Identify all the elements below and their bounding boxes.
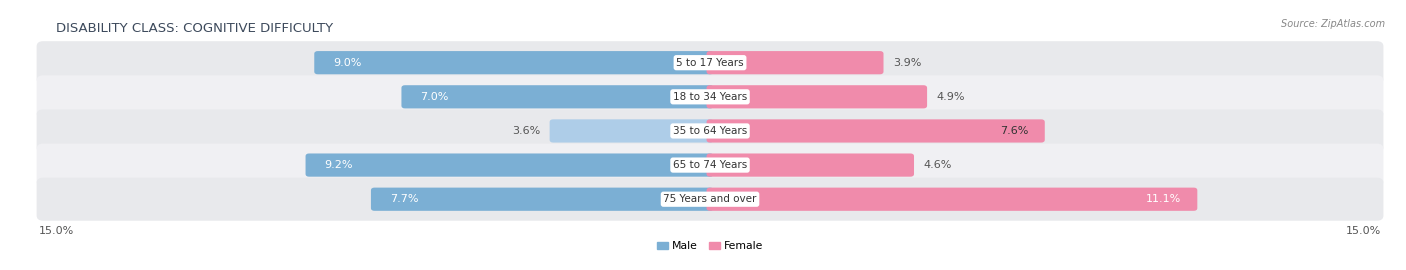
FancyBboxPatch shape	[37, 109, 1384, 153]
FancyBboxPatch shape	[550, 119, 713, 143]
Text: 4.6%: 4.6%	[924, 160, 952, 170]
FancyBboxPatch shape	[707, 85, 927, 109]
FancyBboxPatch shape	[707, 51, 883, 74]
Text: 9.2%: 9.2%	[325, 160, 353, 170]
Text: Source: ZipAtlas.com: Source: ZipAtlas.com	[1281, 19, 1385, 29]
Text: 11.1%: 11.1%	[1146, 194, 1181, 204]
Text: 7.0%: 7.0%	[420, 92, 449, 102]
Legend: Male, Female: Male, Female	[652, 237, 768, 256]
FancyBboxPatch shape	[371, 188, 713, 211]
FancyBboxPatch shape	[707, 188, 1198, 211]
Text: 18 to 34 Years: 18 to 34 Years	[673, 92, 747, 102]
FancyBboxPatch shape	[37, 144, 1384, 187]
FancyBboxPatch shape	[37, 178, 1384, 221]
Text: 3.6%: 3.6%	[512, 126, 540, 136]
FancyBboxPatch shape	[37, 75, 1384, 118]
Text: 9.0%: 9.0%	[333, 58, 361, 68]
FancyBboxPatch shape	[707, 119, 1045, 143]
Text: 4.9%: 4.9%	[936, 92, 965, 102]
Text: 3.9%: 3.9%	[893, 58, 921, 68]
Text: 75 Years and over: 75 Years and over	[664, 194, 756, 204]
Text: 7.6%: 7.6%	[1000, 126, 1028, 136]
Text: 35 to 64 Years: 35 to 64 Years	[673, 126, 747, 136]
FancyBboxPatch shape	[305, 153, 713, 177]
FancyBboxPatch shape	[315, 51, 713, 74]
FancyBboxPatch shape	[402, 85, 713, 109]
Text: DISABILITY CLASS: COGNITIVE DIFFICULTY: DISABILITY CLASS: COGNITIVE DIFFICULTY	[56, 22, 333, 35]
Text: 7.7%: 7.7%	[389, 194, 418, 204]
FancyBboxPatch shape	[37, 41, 1384, 84]
Text: 5 to 17 Years: 5 to 17 Years	[676, 58, 744, 68]
FancyBboxPatch shape	[707, 153, 914, 177]
Text: 65 to 74 Years: 65 to 74 Years	[673, 160, 747, 170]
